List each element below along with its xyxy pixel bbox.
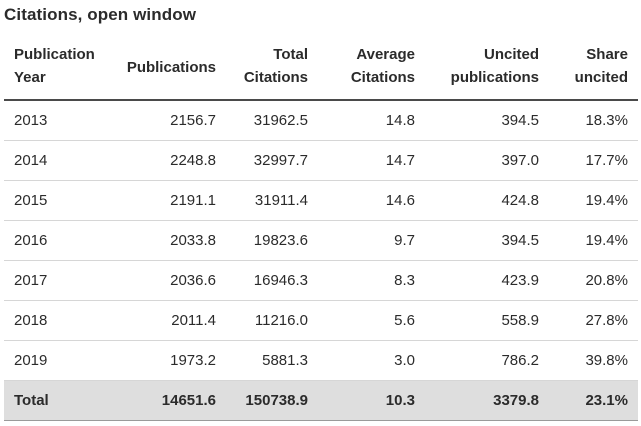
- header-line: Publications: [126, 59, 216, 76]
- total-average-citations: 10.3: [318, 380, 425, 421]
- cell-total-citations: 11216.0: [226, 300, 318, 341]
- table-title: Citations, open window: [4, 5, 197, 24]
- cell-year: 2016: [4, 220, 111, 261]
- header-publications: Publications: [111, 42, 226, 101]
- cell-total-citations: 31962.5: [226, 100, 318, 141]
- cell-total-citations: 16946.3: [226, 260, 318, 301]
- cell-average-citations: 14.7: [318, 140, 425, 181]
- total-row: Total 14651.6 150738.9 10.3 3379.8 23.1%: [4, 380, 638, 421]
- table-row: 2016 2033.8 19823.6 9.7 394.5 19.4%: [4, 220, 638, 261]
- header-line: Year: [14, 69, 46, 86]
- cell-share-uncited: 27.8%: [549, 300, 638, 341]
- table-header: Publication Year Publications Total Cita…: [4, 42, 638, 101]
- header-line: Uncited: [483, 46, 539, 63]
- table-row: 2015 2191.1 31911.4 14.6 424.8 19.4%: [4, 180, 638, 221]
- cell-total-citations: 19823.6: [226, 220, 318, 261]
- total-publications: 14651.6: [111, 380, 226, 421]
- cell-uncited-publications: 558.9: [425, 300, 549, 341]
- cell-total-citations: 5881.3: [226, 340, 318, 381]
- table-row: 2018 2011.4 11216.0 5.6 558.9 27.8%: [4, 300, 638, 341]
- cell-share-uncited: 39.8%: [549, 340, 638, 381]
- cell-publications: 2011.4: [111, 300, 226, 341]
- header-line: Share: [586, 46, 628, 63]
- cell-publications: 2033.8: [111, 220, 226, 261]
- cell-share-uncited: 17.7%: [549, 140, 638, 181]
- cell-average-citations: 14.6: [318, 180, 425, 221]
- cell-year: 2017: [4, 260, 111, 301]
- cell-average-citations: 8.3: [318, 260, 425, 301]
- table-body: 2013 2156.7 31962.5 14.8 394.5 18.3% 201…: [4, 100, 638, 421]
- header-line: Publication: [14, 46, 95, 63]
- cell-share-uncited: 19.4%: [549, 180, 638, 221]
- cell-uncited-publications: 394.5: [425, 220, 549, 261]
- cell-year: 2014: [4, 140, 111, 181]
- cell-publications: 1973.2: [111, 340, 226, 381]
- cell-year: 2018: [4, 300, 111, 341]
- cell-share-uncited: 19.4%: [549, 220, 638, 261]
- cell-publications: 2156.7: [111, 100, 226, 141]
- total-citations: 150738.9: [226, 380, 318, 421]
- header-line: Citations: [243, 69, 308, 86]
- header-total-citations: Total Citations: [226, 42, 318, 101]
- cell-average-citations: 3.0: [318, 340, 425, 381]
- table-row: 2017 2036.6 16946.3 8.3 423.9 20.8%: [4, 260, 638, 301]
- header-line: publications: [450, 69, 539, 86]
- cell-uncited-publications: 394.5: [425, 100, 549, 141]
- cell-average-citations: 14.8: [318, 100, 425, 141]
- cell-year: 2013: [4, 100, 111, 141]
- citations-table: Publication Year Publications Total Cita…: [4, 42, 638, 421]
- cell-year: 2019: [4, 340, 111, 381]
- cell-share-uncited: 18.3%: [549, 100, 638, 141]
- cell-total-citations: 31911.4: [226, 180, 318, 221]
- cell-uncited-publications: 423.9: [425, 260, 549, 301]
- cell-total-citations: 32997.7: [226, 140, 318, 181]
- cell-publications: 2036.6: [111, 260, 226, 301]
- header-publication-year: Publication Year: [4, 42, 111, 101]
- header-line: uncited: [574, 69, 628, 86]
- cell-share-uncited: 20.8%: [549, 260, 638, 301]
- header-share-uncited: Share uncited: [549, 42, 638, 101]
- header-row: Publication Year Publications Total Cita…: [4, 42, 638, 101]
- cell-uncited-publications: 397.0: [425, 140, 549, 181]
- total-label: Total: [4, 380, 111, 421]
- cell-publications: 2191.1: [111, 180, 226, 221]
- total-uncited-publications: 3379.8: [425, 380, 549, 421]
- table-row: 2019 1973.2 5881.3 3.0 786.2 39.8%: [4, 340, 638, 381]
- cell-publications: 2248.8: [111, 140, 226, 181]
- header-line: Total: [273, 46, 308, 63]
- cell-uncited-publications: 786.2: [425, 340, 549, 381]
- table-row: 2013 2156.7 31962.5 14.8 394.5 18.3%: [4, 100, 638, 141]
- header-average-citations: Average Citations: [318, 42, 425, 101]
- header-line: Citations: [350, 69, 415, 86]
- cell-uncited-publications: 424.8: [425, 180, 549, 221]
- cell-year: 2015: [4, 180, 111, 221]
- cell-average-citations: 5.6: [318, 300, 425, 341]
- header-line: Average: [356, 46, 415, 63]
- cell-average-citations: 9.7: [318, 220, 425, 261]
- table-row: 2014 2248.8 32997.7 14.7 397.0 17.7%: [4, 140, 638, 181]
- total-share-uncited: 23.1%: [549, 380, 638, 421]
- header-uncited-publications: Uncited publications: [425, 42, 549, 101]
